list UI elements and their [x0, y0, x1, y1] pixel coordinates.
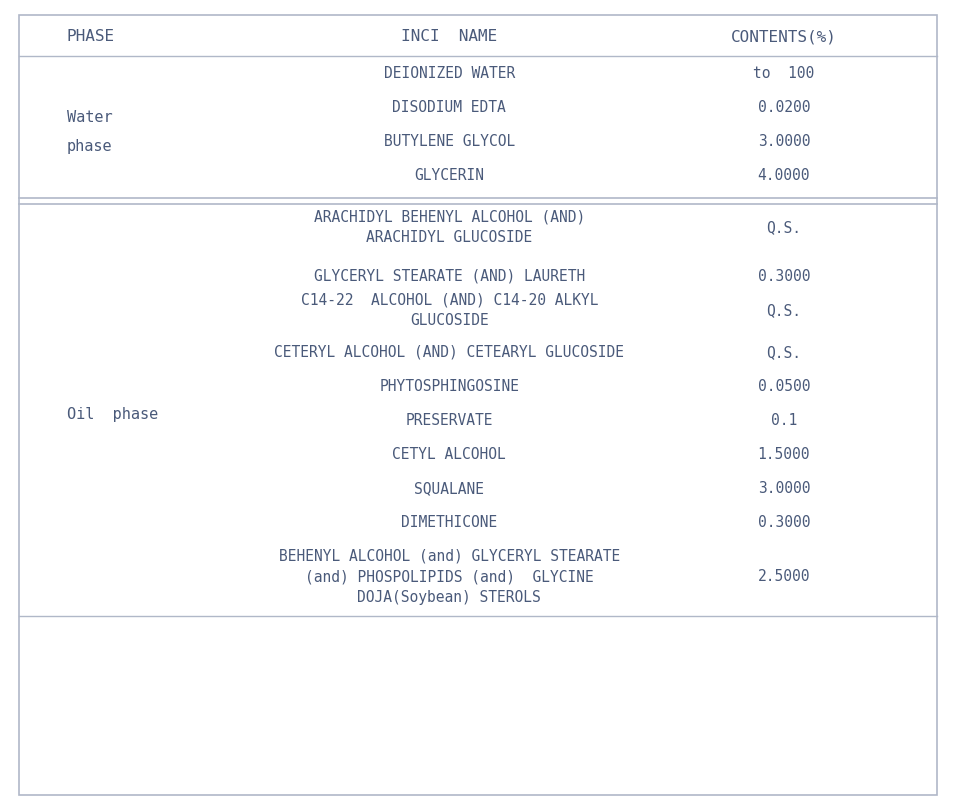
Text: 1.5000: 1.5000 [758, 447, 810, 461]
FancyBboxPatch shape [19, 16, 937, 795]
Text: PHYTOSPHINGOSINE: PHYTOSPHINGOSINE [380, 379, 519, 393]
Text: 0.0500: 0.0500 [758, 379, 810, 393]
Text: BEHENYL ALCOHOL (and) GLYCERYL STEARATE
(and) PHOSPOLIPIDS (and)  GLYCINE
DOJA(S: BEHENYL ALCOHOL (and) GLYCERYL STEARATE … [279, 547, 619, 604]
Text: 3.0000: 3.0000 [758, 134, 810, 148]
Text: Oil  phase: Oil phase [67, 406, 158, 421]
Text: GLYCERIN: GLYCERIN [414, 168, 485, 182]
Text: DEIONIZED WATER: DEIONIZED WATER [383, 66, 515, 80]
Text: ARACHIDYL BEHENYL ALCOHOL (AND)
ARACHIDYL GLUCOSIDE: ARACHIDYL BEHENYL ALCOHOL (AND) ARACHIDY… [314, 209, 585, 245]
Text: SQUALANE: SQUALANE [414, 481, 485, 496]
Text: to  100: to 100 [753, 66, 815, 80]
Text: 0.3000: 0.3000 [758, 268, 810, 283]
Text: phase: phase [67, 139, 113, 153]
Text: PRESERVATE: PRESERVATE [405, 413, 493, 427]
Text: Q.S.: Q.S. [767, 220, 801, 234]
Text: BUTYLENE GLYCOL: BUTYLENE GLYCOL [383, 134, 515, 148]
Text: 4.0000: 4.0000 [758, 168, 810, 182]
Text: DIMETHICONE: DIMETHICONE [402, 515, 497, 530]
Text: 3.0000: 3.0000 [758, 481, 810, 496]
Text: Water: Water [67, 110, 113, 125]
Text: GLYCERYL STEARATE (AND) LAURETH: GLYCERYL STEARATE (AND) LAURETH [314, 268, 585, 283]
Text: CONTENTS(%): CONTENTS(%) [731, 29, 836, 44]
Text: DISODIUM EDTA: DISODIUM EDTA [393, 100, 506, 114]
Text: 0.0200: 0.0200 [758, 100, 810, 114]
Text: 0.3000: 0.3000 [758, 515, 810, 530]
Text: CETYL ALCOHOL: CETYL ALCOHOL [393, 447, 506, 461]
Text: PHASE: PHASE [67, 29, 115, 44]
Text: Q.S.: Q.S. [767, 345, 801, 359]
Text: 0.1: 0.1 [771, 413, 797, 427]
Text: 2.5000: 2.5000 [758, 569, 810, 583]
Text: INCI  NAME: INCI NAME [402, 29, 497, 44]
Text: Q.S.: Q.S. [767, 303, 801, 317]
Text: CETERYL ALCOHOL (AND) CETEARYL GLUCOSIDE: CETERYL ALCOHOL (AND) CETEARYL GLUCOSIDE [274, 345, 624, 359]
Text: C14-22  ALCOHOL (AND) C14-20 ALKYL
GLUCOSIDE: C14-22 ALCOHOL (AND) C14-20 ALKYL GLUCOS… [300, 292, 598, 328]
